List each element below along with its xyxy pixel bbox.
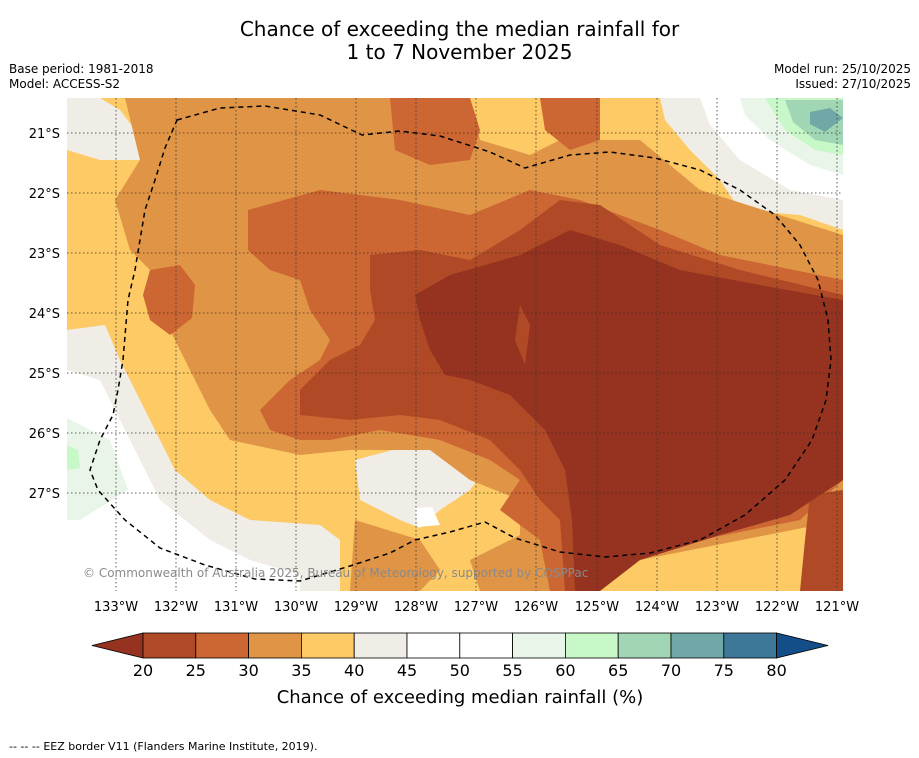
- lat-label: 26°S: [29, 427, 60, 442]
- colorbar-swatch: [406, 632, 461, 659]
- colorbar-swatch: [300, 632, 355, 659]
- lat-label: 21°S: [29, 127, 60, 142]
- colorbar-tick-label: 20: [133, 661, 153, 680]
- rainfall-map: © Commonwealth of Australia 2025, Bureau…: [67, 98, 843, 591]
- region-50-south-middle: [415, 507, 440, 527]
- colorbar-extend-low: [91, 632, 144, 659]
- lon-label: 130°W: [274, 600, 318, 615]
- lat-label: 22°S: [29, 187, 60, 202]
- eez-legend-text: EEZ border V11 (Flanders Marine Institut…: [43, 740, 318, 753]
- lon-label: 124°W: [635, 600, 679, 615]
- colorbar-tick-label: 30: [238, 661, 258, 680]
- colorbar-tick-label: 55: [502, 661, 522, 680]
- colorbar-swatch: [512, 632, 566, 659]
- colorbar-label: Chance of exceeding median rainfall (%): [277, 687, 644, 708]
- region-25-30-north-east: [540, 98, 600, 150]
- lon-label: 128°W: [394, 600, 438, 615]
- lon-label: 125°W: [575, 600, 619, 615]
- region-30-35-south: [350, 520, 440, 591]
- colorbar-swatch: [565, 632, 619, 659]
- eez-legend-symbol: -- -- --: [9, 740, 40, 753]
- lon-label: 132°W: [154, 600, 198, 615]
- colorbar-swatch: [142, 632, 197, 659]
- lon-label: 122°W: [755, 600, 799, 615]
- longitude-labels: 133°W 132°W 131°W 130°W 129°W 128°W 127°…: [94, 600, 859, 615]
- colorbar-tick-label: 75: [714, 661, 734, 680]
- region-60-65-west: [67, 445, 80, 470]
- copyright-notice: © Commonwealth of Australia 2025, Bureau…: [83, 566, 588, 580]
- colorbar-extend-high: [776, 632, 829, 659]
- colorbar-swatch: [248, 632, 302, 659]
- base-period: Base period: 1981-2018: [9, 62, 154, 76]
- title-line-1: Chance of exceeding the median rainfall …: [239, 17, 680, 41]
- lon-label: 129°W: [334, 600, 378, 615]
- meta-left: Base period: 1981-2018 Model: ACCESS-S2: [9, 62, 154, 92]
- model-run: Model run: 25/10/2025: [773, 62, 911, 76]
- lon-label: 127°W: [454, 600, 498, 615]
- region-25-30-west-blob: [143, 265, 195, 335]
- meta-right: Model run: 25/10/2025 Issued: 27/10/2025: [774, 62, 911, 92]
- region-70-northeast: [810, 108, 843, 132]
- colorbar-tick-label: 40: [344, 661, 364, 680]
- colorbar-tick-label: 70: [661, 661, 681, 680]
- region-45-northwest: [67, 98, 140, 160]
- lat-label: 27°S: [29, 487, 60, 502]
- colorbar-swatch: [723, 632, 777, 659]
- title-line-2: 1 to 7 November 2025: [346, 40, 573, 64]
- colorbar-swatch: [617, 632, 672, 659]
- gridlines: [67, 98, 843, 591]
- region-20-25-inner-blob: [515, 305, 530, 365]
- colorbar-swatch: [195, 632, 250, 659]
- issued-date: Issued: 27/10/2025: [795, 77, 911, 91]
- colorbar-swatch: [353, 632, 408, 659]
- lon-label: 126°W: [514, 600, 558, 615]
- lon-label: 131°W: [214, 600, 258, 615]
- colorbar-tick-label: 45: [397, 661, 417, 680]
- colorbar-tick-label: 25: [186, 661, 206, 680]
- colorbar-tick-label: 80: [766, 661, 786, 680]
- region-55-60-west: [67, 418, 128, 520]
- lat-label: 24°S: [29, 307, 60, 322]
- lat-label: 23°S: [29, 247, 60, 262]
- colorbar-tick-label: 60: [555, 661, 575, 680]
- lon-label: 123°W: [695, 600, 739, 615]
- colorbar-tick-label: 65: [608, 661, 628, 680]
- colorbar-tick-label: 35: [291, 661, 311, 680]
- lon-label: 133°W: [94, 600, 138, 615]
- lon-label: 121°W: [815, 600, 859, 615]
- lat-label: 25°S: [29, 367, 60, 382]
- colorbar-swatch: [459, 632, 513, 659]
- region-20-25-southeast: [800, 490, 843, 591]
- footer-note: -- -- -- EEZ border V11 (Flanders Marine…: [9, 740, 317, 753]
- eez-border: [89, 105, 832, 582]
- model-name: Model: ACCESS-S2: [9, 77, 121, 91]
- colorbar-swatch: [670, 632, 725, 659]
- colorbar-tick-label: 50: [450, 661, 470, 680]
- latitude-labels: 21°S 22°S 23°S 24°S 25°S 26°S 27°S: [29, 127, 60, 502]
- region-25-30-north: [390, 98, 480, 165]
- colorbar: 20 25 30 35 40 45 50 55 60 65 70 75 80: [91, 632, 829, 680]
- map-title: Chance of exceeding the median rainfall …: [0, 18, 919, 64]
- region-50-55-southwest: [67, 370, 300, 591]
